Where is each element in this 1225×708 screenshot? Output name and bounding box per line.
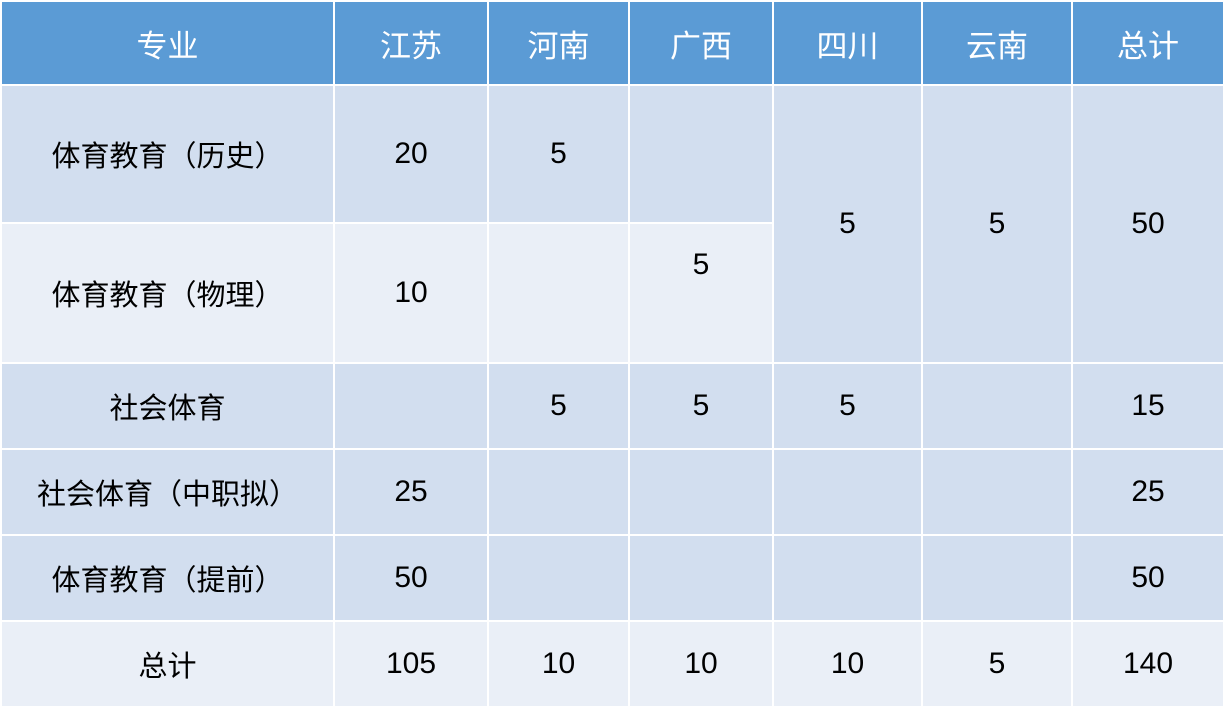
table-cell: 10: [489, 622, 628, 706]
table-cell: 15: [1073, 364, 1223, 448]
row-label: 体育教育（提前）: [2, 536, 333, 620]
table-cell: [923, 536, 1071, 620]
table-cell: [923, 450, 1071, 534]
table-cell: 10: [774, 622, 921, 706]
table-cell: 105: [335, 622, 487, 706]
table-cell: [489, 536, 628, 620]
header-cell: 云南: [923, 2, 1071, 84]
table-cell: 140: [1073, 622, 1223, 706]
header-cell: 专业: [2, 2, 333, 84]
row-label: 体育教育（历史）: [2, 86, 333, 222]
table-cell: 25: [1073, 450, 1223, 534]
table-cell-merged: 5: [923, 86, 1071, 362]
table-cell: 25: [335, 450, 487, 534]
table-cell: [489, 224, 628, 362]
table-cell: 5: [923, 622, 1071, 706]
table-cell: 10: [335, 224, 487, 362]
table-cell: [630, 536, 772, 620]
table-cell: [489, 450, 628, 534]
table-cell: [335, 364, 487, 448]
row-label: 体育教育（物理）: [2, 224, 333, 362]
table-cell: 50: [335, 536, 487, 620]
table-cell: 5: [630, 224, 772, 362]
table-cell: [774, 450, 921, 534]
table-cell: 5: [489, 364, 628, 448]
table-cell: 10: [630, 622, 772, 706]
header-cell: 江苏: [335, 2, 487, 84]
table-cell: 20: [335, 86, 487, 222]
table-cell: [923, 364, 1071, 448]
table-cell: [630, 86, 772, 222]
header-cell: 广西: [630, 2, 772, 84]
header-cell: 河南: [489, 2, 628, 84]
row-label: 总计: [2, 622, 333, 706]
table-cell: [630, 450, 772, 534]
table-cell-merged: 50: [1073, 86, 1223, 362]
table-cell: 5: [774, 364, 921, 448]
table-cell: 5: [489, 86, 628, 222]
row-label: 社会体育（中职拟）: [2, 450, 333, 534]
table-cell-merged: 5: [774, 86, 921, 362]
header-cell: 四川: [774, 2, 921, 84]
table-cell: [774, 536, 921, 620]
row-label: 社会体育: [2, 364, 333, 448]
header-cell: 总计: [1073, 2, 1223, 84]
table-cell: 50: [1073, 536, 1223, 620]
table-cell: 5: [630, 364, 772, 448]
